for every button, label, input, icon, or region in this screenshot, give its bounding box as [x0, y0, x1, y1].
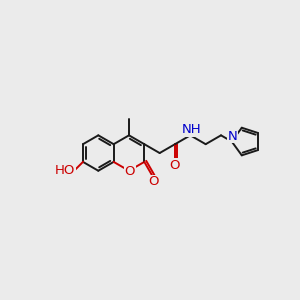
Text: O: O: [148, 176, 159, 188]
Text: O: O: [124, 165, 135, 178]
Text: O: O: [170, 159, 180, 172]
Text: NH: NH: [181, 123, 201, 136]
Text: N: N: [228, 130, 237, 142]
Text: HO: HO: [55, 164, 76, 177]
